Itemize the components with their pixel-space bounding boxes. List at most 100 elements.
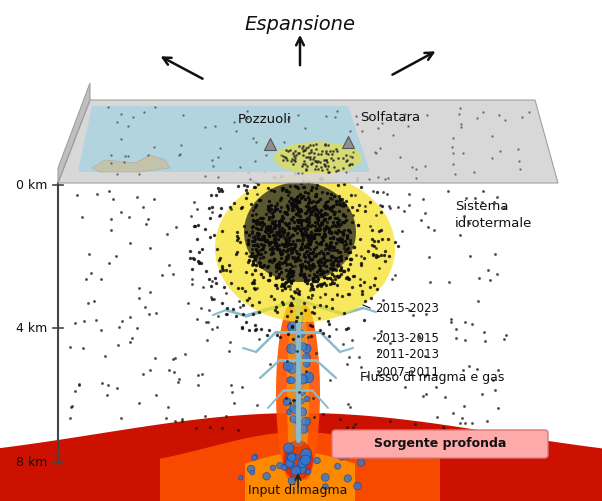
Point — [253, 180, 263, 188]
Point — [330, 113, 340, 121]
Point — [268, 255, 278, 263]
Point — [495, 147, 505, 155]
Point — [311, 230, 321, 238]
Point — [269, 206, 279, 214]
Point — [297, 162, 307, 170]
Point — [359, 254, 369, 262]
Point — [346, 239, 355, 247]
Point — [514, 157, 524, 165]
Point — [270, 236, 280, 244]
Point — [328, 202, 338, 210]
Point — [305, 203, 315, 211]
Point — [285, 261, 295, 269]
Point — [288, 245, 298, 253]
Point — [347, 336, 356, 344]
Point — [332, 214, 342, 222]
Point — [281, 236, 291, 244]
Point — [327, 277, 337, 285]
Point — [67, 402, 77, 410]
Point — [314, 222, 323, 230]
Point — [382, 190, 392, 198]
Point — [335, 247, 345, 256]
Point — [338, 164, 347, 172]
Point — [291, 210, 301, 218]
Point — [371, 149, 380, 157]
Point — [348, 148, 358, 156]
Point — [444, 186, 453, 194]
Point — [116, 110, 126, 118]
Point — [267, 258, 276, 266]
Point — [487, 132, 497, 140]
Circle shape — [299, 343, 307, 350]
Point — [102, 391, 112, 399]
Circle shape — [285, 459, 293, 467]
Point — [401, 110, 411, 118]
Point — [241, 249, 251, 257]
Point — [306, 294, 315, 302]
Point — [373, 124, 383, 132]
Point — [323, 248, 333, 257]
Point — [340, 218, 349, 226]
Point — [300, 227, 309, 235]
Point — [328, 234, 338, 242]
Point — [314, 165, 323, 173]
Point — [284, 270, 293, 278]
Point — [254, 259, 264, 267]
Point — [371, 244, 380, 252]
Point — [146, 288, 155, 296]
Point — [326, 190, 335, 198]
Point — [275, 206, 285, 214]
Point — [300, 273, 309, 281]
Point — [336, 270, 346, 278]
Point — [275, 261, 284, 269]
Point — [306, 234, 316, 242]
Point — [157, 271, 167, 279]
Point — [252, 247, 262, 255]
Polygon shape — [160, 432, 440, 501]
Point — [164, 366, 174, 374]
Point — [265, 186, 275, 194]
Point — [322, 218, 332, 226]
Ellipse shape — [274, 142, 362, 174]
Point — [257, 222, 267, 230]
Point — [252, 239, 261, 247]
Circle shape — [287, 363, 297, 373]
Point — [367, 235, 377, 243]
Circle shape — [290, 416, 297, 422]
Circle shape — [270, 465, 276, 470]
Point — [232, 228, 241, 236]
Point — [254, 298, 264, 306]
Point — [343, 324, 353, 332]
Point — [249, 252, 258, 260]
Point — [322, 223, 332, 231]
Point — [308, 232, 318, 240]
Point — [297, 193, 307, 201]
Point — [283, 251, 293, 259]
Point — [332, 281, 342, 289]
Point — [278, 152, 288, 160]
Point — [302, 233, 312, 241]
Point — [249, 310, 258, 318]
Point — [259, 232, 269, 240]
Point — [116, 414, 126, 422]
Point — [294, 236, 303, 244]
Point — [320, 202, 330, 210]
Point — [315, 158, 325, 166]
Point — [282, 247, 292, 255]
Point — [305, 239, 314, 247]
Point — [266, 201, 276, 209]
Point — [304, 261, 314, 269]
Point — [281, 258, 290, 266]
Point — [213, 323, 222, 331]
Point — [309, 304, 318, 312]
Point — [313, 197, 323, 205]
Point — [501, 331, 510, 339]
Point — [308, 249, 317, 258]
Point — [335, 195, 344, 203]
Point — [250, 235, 260, 243]
Point — [321, 156, 330, 164]
Point — [309, 230, 319, 238]
Point — [285, 232, 295, 240]
Point — [318, 329, 328, 337]
Point — [469, 168, 479, 176]
